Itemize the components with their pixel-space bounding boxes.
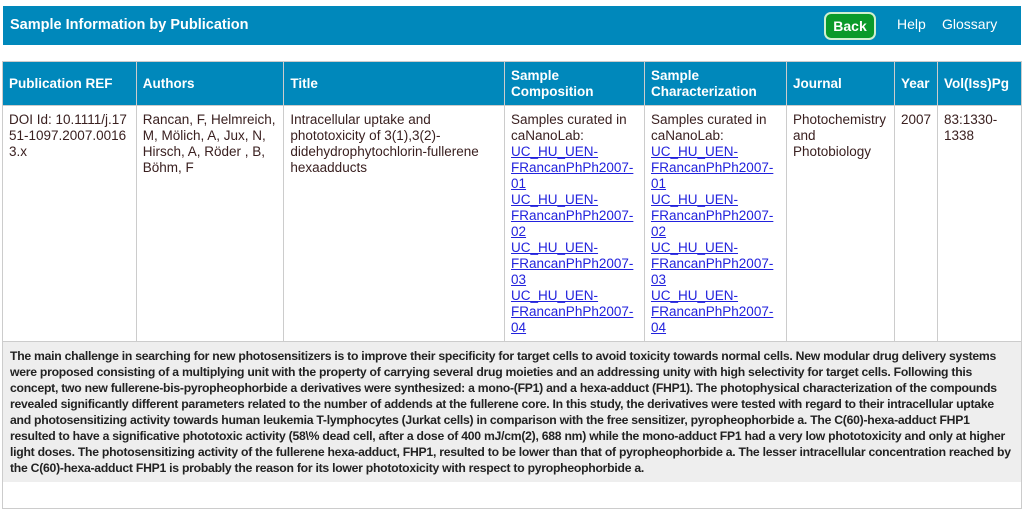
composition-sample-link[interactable]: UC_HU_UEN-FRancanPhPh2007-03 xyxy=(511,240,634,287)
cell-characterization: Samples curated in caNanoLab: UC_HU_UEN-… xyxy=(644,105,787,343)
col-header-vol: Vol(Iss)Pg xyxy=(936,61,1023,106)
cell-vol: 83:1330-1338 xyxy=(936,105,1023,343)
col-header-sample-characterization: Sample Characterization xyxy=(644,61,787,106)
back-button[interactable]: Back xyxy=(824,12,876,40)
cell-year: 2007 xyxy=(893,105,938,343)
col-header-journal: Journal xyxy=(785,61,895,106)
table-header-row: Publication REF Authors Title Sample Com… xyxy=(2,61,1023,106)
col-header-authors: Authors xyxy=(135,61,285,106)
characterization-sample-link[interactable]: UC_HU_UEN-FRancanPhPh2007-02 xyxy=(651,192,774,239)
col-header-sample-composition: Sample Composition xyxy=(504,61,645,106)
composition-sample-link[interactable]: UC_HU_UEN-FRancanPhPh2007-04 xyxy=(511,288,634,335)
page-title: Sample Information by Publication xyxy=(10,17,249,33)
header-bar: Sample Information by Publication Back H… xyxy=(3,6,1021,45)
cell-authors: Rancan, F, Helmreich, M, Mölich, A, Jux,… xyxy=(135,105,285,343)
cell-journal: Photochemistry and Photobiology xyxy=(785,105,895,343)
characterization-sample-link[interactable]: UC_HU_UEN-FRancanPhPh2007-03 xyxy=(651,240,774,287)
cell-title: Intracellular uptake and phototoxicity o… xyxy=(283,105,506,343)
col-header-publication-ref: Publication REF xyxy=(2,61,137,106)
characterization-prefix: Samples curated in caNanoLab: xyxy=(651,112,767,143)
glossary-link[interactable]: Glossary xyxy=(942,16,998,32)
publication-table: Publication REF Authors Title Sample Com… xyxy=(2,61,1023,343)
col-header-year: Year xyxy=(893,61,938,106)
composition-sample-link[interactable]: UC_HU_UEN-FRancanPhPh2007-02 xyxy=(511,192,634,239)
composition-prefix: Samples curated in caNanoLab: xyxy=(511,112,627,143)
abstract-text: The main challenge in searching for new … xyxy=(3,342,1021,482)
characterization-sample-link[interactable]: UC_HU_UEN-FRancanPhPh2007-01 xyxy=(651,144,774,191)
col-header-title: Title xyxy=(283,61,506,106)
help-link[interactable]: Help xyxy=(897,16,926,32)
cell-ref: DOI Id: 10.1111/j.1751-1097.2007.00163.x xyxy=(2,105,137,343)
cell-composition: Samples curated in caNanoLab: UC_HU_UEN-… xyxy=(504,105,645,343)
abstract-panel: The main challenge in searching for new … xyxy=(2,341,1022,509)
table-row: DOI Id: 10.1111/j.1751-1097.2007.00163.x… xyxy=(2,105,1023,343)
characterization-sample-link[interactable]: UC_HU_UEN-FRancanPhPh2007-04 xyxy=(651,288,774,335)
composition-sample-link[interactable]: UC_HU_UEN-FRancanPhPh2007-01 xyxy=(511,144,634,191)
